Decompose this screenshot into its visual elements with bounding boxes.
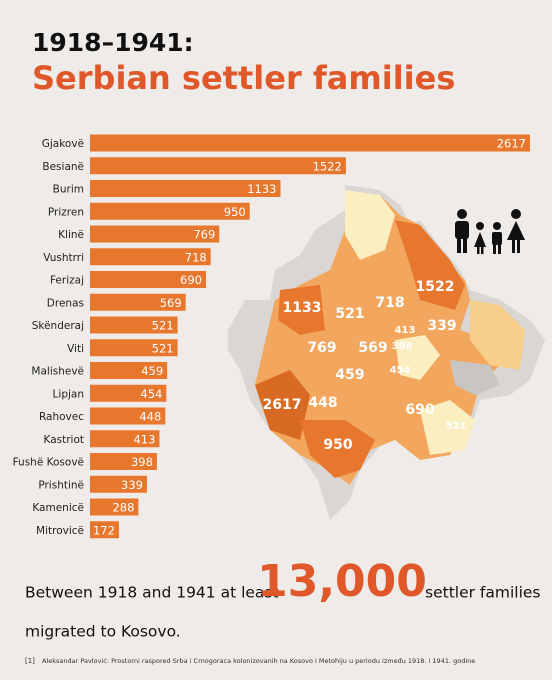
summary-after: settler families	[425, 584, 541, 602]
bar	[90, 453, 157, 470]
category-label: Viti	[67, 343, 84, 355]
map-label: 690	[405, 402, 434, 418]
map-label: 454	[390, 365, 411, 376]
bar	[90, 180, 281, 197]
value-label: 448	[139, 410, 161, 424]
value-label: 1133	[247, 182, 276, 196]
map-label: 448	[308, 395, 337, 411]
value-label: 339	[121, 478, 143, 492]
category-label: Gjakovë	[42, 138, 84, 150]
category-label: Rahovec	[39, 411, 84, 423]
category-label: Skënderaj	[32, 320, 84, 332]
map-label: 413	[395, 325, 416, 336]
value-label: 2617	[497, 137, 526, 151]
value-label: 172	[93, 523, 115, 537]
category-label: Malishevë	[31, 366, 84, 378]
bar	[90, 407, 166, 425]
family-icon	[455, 209, 525, 254]
bar	[90, 271, 207, 288]
map-label: 1133	[283, 300, 322, 316]
category-label: Besianë	[42, 161, 84, 173]
value-label: 690	[180, 273, 202, 287]
bar	[90, 498, 139, 516]
bar	[90, 384, 167, 402]
region-besiane	[395, 220, 465, 310]
bar	[90, 293, 186, 311]
region-east	[470, 300, 525, 370]
map-label: 398	[392, 341, 413, 352]
map-label: 718	[375, 295, 404, 311]
region-enclave	[450, 360, 500, 395]
value-label: 769	[193, 228, 215, 242]
value-label: 398	[131, 455, 153, 469]
value-label: 569	[160, 296, 182, 310]
bar	[90, 362, 168, 379]
map	[228, 185, 545, 520]
bar	[90, 339, 178, 357]
bar	[90, 521, 119, 539]
category-label: Klinë	[58, 229, 84, 241]
category-label: Kamenicë	[32, 502, 84, 514]
bar	[90, 430, 160, 448]
bar	[90, 225, 220, 243]
map-label: 769	[307, 340, 336, 356]
kicker: 1918–1941:	[32, 28, 194, 57]
category-label: Drenas	[47, 297, 84, 309]
category-label: Lipjan	[53, 388, 84, 400]
summary-line2: migrated to Kosovo.	[25, 623, 181, 641]
map-label: 1522	[416, 279, 455, 295]
summary-highlight: 13,000	[257, 556, 427, 607]
region-prizren	[300, 420, 375, 478]
value-label: 1522	[313, 159, 342, 173]
value-label: 413	[133, 432, 155, 446]
category-label: Vushtrri	[43, 252, 84, 264]
category-label: Kastriot	[44, 434, 85, 446]
category-label: Prizren	[48, 206, 84, 218]
value-label: 459	[141, 364, 163, 378]
note: Aleksandar Pavlović: Prostorni raspored …	[42, 657, 475, 665]
category-label: Ferizaj	[50, 275, 84, 287]
bar	[90, 475, 147, 493]
map-label: 2617	[263, 397, 302, 413]
bar	[90, 316, 178, 334]
summary-before: Between 1918 and 1941 at least	[25, 584, 279, 602]
map-label: 459	[335, 367, 364, 383]
category-label: Prishtinë	[38, 479, 84, 491]
region-southeast	[420, 400, 475, 455]
title: Serbian settler families	[32, 59, 455, 97]
note-marker: [1]	[25, 657, 35, 665]
bar	[90, 248, 211, 266]
bar	[90, 157, 346, 175]
value-label: 288	[112, 501, 134, 515]
map-label: 950	[323, 437, 352, 453]
map-label: 521	[335, 306, 364, 322]
region-gjakove	[255, 370, 310, 440]
category-label: Burim	[53, 184, 84, 196]
value-label: 521	[152, 319, 174, 333]
map-label: 339	[427, 318, 456, 334]
value-label: 950	[224, 205, 246, 219]
bar	[90, 202, 250, 220]
value-label: 718	[185, 250, 207, 264]
value-label: 521	[152, 341, 174, 355]
region-north	[345, 190, 395, 260]
region-burim	[278, 285, 325, 335]
map-label: 569	[358, 340, 387, 356]
value-label: 454	[140, 387, 162, 401]
region-center	[395, 335, 440, 380]
bar	[90, 134, 530, 152]
category-label: Mitrovicë	[36, 525, 84, 537]
category-label: Fushë Kosovë	[13, 457, 84, 469]
map-labels: 1133 521 718 1522 413 339 398 769 569 45…	[263, 279, 467, 453]
map-label: 521	[446, 421, 467, 432]
